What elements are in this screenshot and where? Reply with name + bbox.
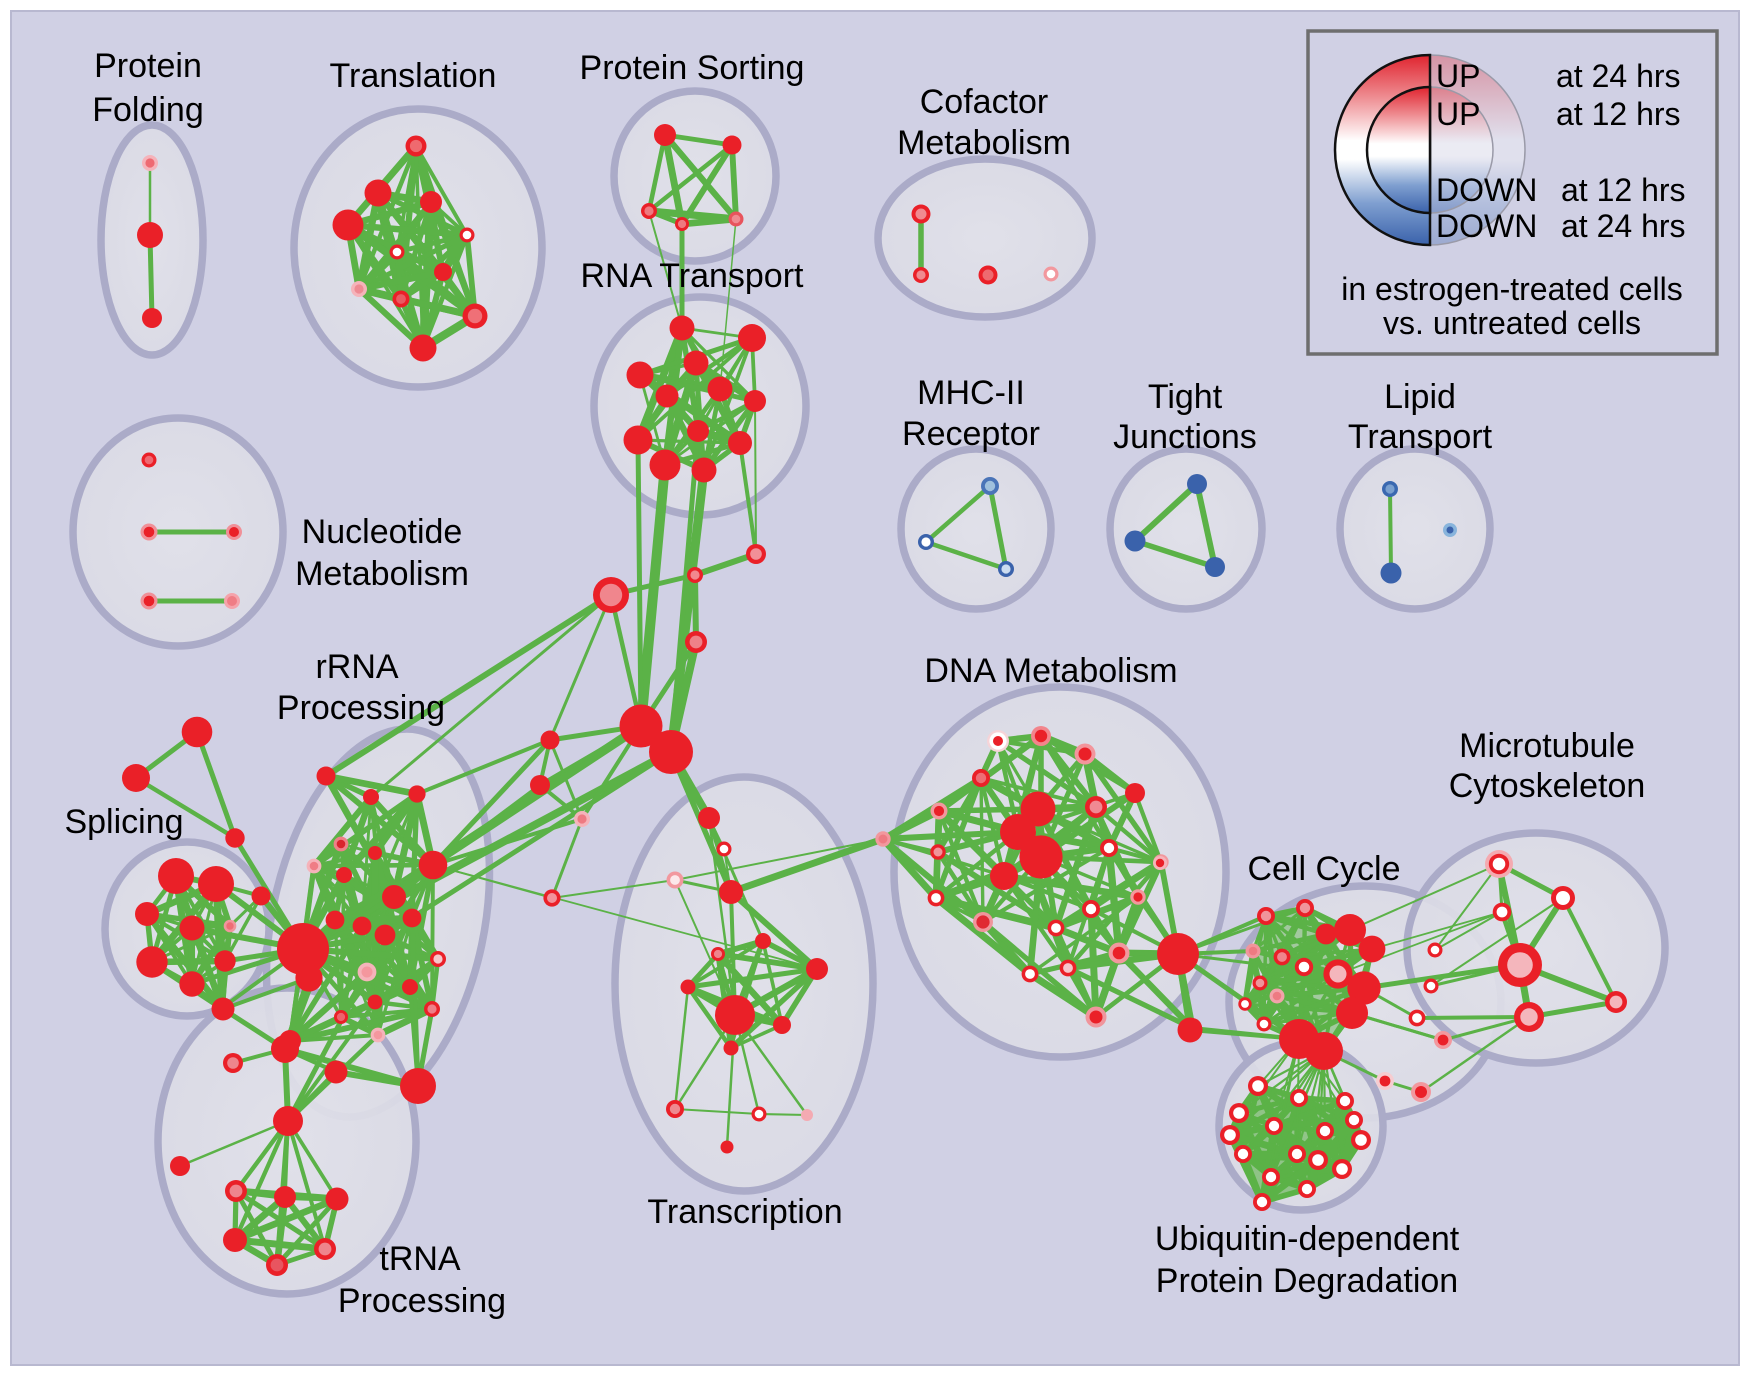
svg-text:Junctions: Junctions (1113, 418, 1257, 456)
svg-text:Nucleotide: Nucleotide (302, 513, 463, 551)
svg-text:Splicing: Splicing (64, 803, 183, 841)
svg-text:tRNA: tRNA (379, 1240, 461, 1278)
svg-text:Protein: Protein (94, 47, 202, 85)
svg-text:DOWN: DOWN (1436, 172, 1537, 208)
svg-text:Ubiquitin-dependent: Ubiquitin-dependent (1155, 1220, 1460, 1258)
svg-text:RNA Transport: RNA Transport (581, 257, 805, 295)
svg-text:at 24 hrs: at 24 hrs (1561, 208, 1686, 244)
svg-text:Transport: Transport (1348, 418, 1493, 456)
svg-text:DNA Metabolism: DNA Metabolism (924, 652, 1177, 690)
svg-text:UP: UP (1436, 96, 1480, 132)
svg-text:rRNA: rRNA (315, 648, 398, 686)
svg-text:Tight: Tight (1148, 378, 1223, 416)
svg-text:Cofactor: Cofactor (920, 83, 1049, 121)
svg-text:UP: UP (1436, 58, 1480, 94)
svg-text:in estrogen-treated cells: in estrogen-treated cells (1341, 271, 1683, 307)
svg-text:Metabolism: Metabolism (897, 124, 1071, 162)
svg-text:Protein Degradation: Protein Degradation (1156, 1262, 1458, 1300)
svg-text:Transcription: Transcription (647, 1193, 842, 1231)
svg-text:Cell Cycle: Cell Cycle (1247, 850, 1400, 888)
svg-text:Protein Sorting: Protein Sorting (580, 49, 805, 87)
svg-text:Metabolism: Metabolism (295, 555, 469, 593)
svg-text:at 12 hrs: at 12 hrs (1561, 172, 1686, 208)
svg-text:MHC-II: MHC-II (917, 374, 1025, 412)
svg-text:Folding: Folding (92, 91, 204, 129)
svg-text:Processing: Processing (277, 689, 445, 727)
svg-text:DOWN: DOWN (1436, 208, 1537, 244)
svg-text:Cytoskeleton: Cytoskeleton (1449, 767, 1646, 805)
svg-text:Translation: Translation (330, 57, 497, 95)
svg-text:Receptor: Receptor (902, 415, 1040, 453)
svg-text:at 12 hrs: at 12 hrs (1556, 96, 1681, 132)
svg-text:Processing: Processing (338, 1282, 506, 1320)
svg-text:Microtubule: Microtubule (1459, 727, 1635, 765)
svg-text:Lipid: Lipid (1384, 378, 1456, 416)
svg-text:at 24 hrs: at 24 hrs (1556, 58, 1681, 94)
svg-text:vs. untreated cells: vs. untreated cells (1383, 305, 1641, 341)
